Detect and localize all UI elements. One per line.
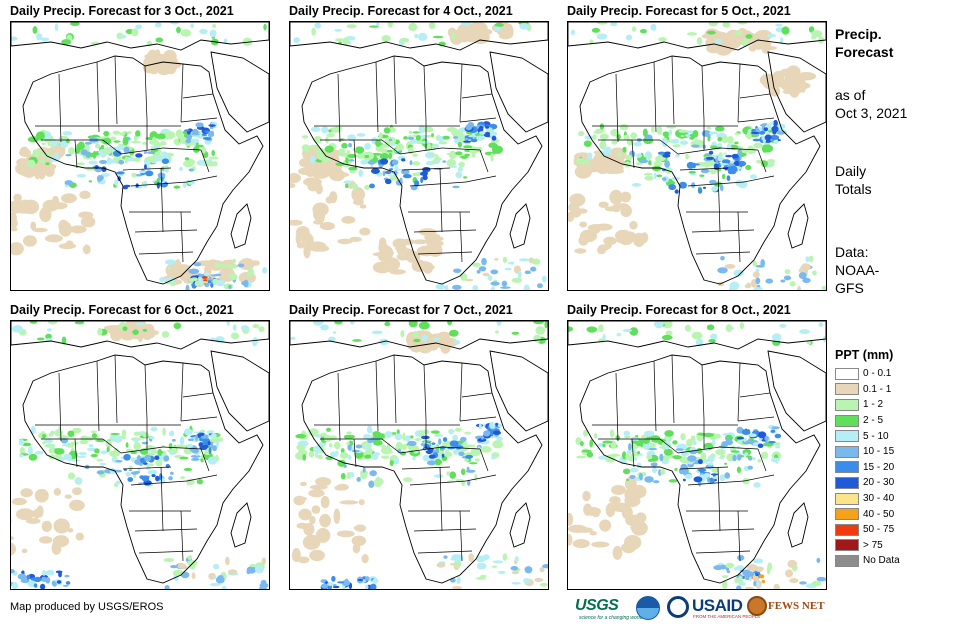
side-daily-line2: Totals [835, 181, 872, 197]
side-daily: Daily Totals [835, 162, 872, 198]
legend-label: 20 - 30 [863, 477, 895, 489]
side-data-line3: GFS [835, 280, 864, 296]
legend-swatch [835, 539, 859, 552]
legend-item: 20 - 30 [835, 475, 900, 491]
legend-item: 30 - 40 [835, 491, 900, 507]
legend-swatch [835, 398, 859, 411]
side-daily-line1: Daily [835, 163, 867, 179]
legend-item: 0 - 0.1 [835, 366, 900, 382]
legend: 0 - 0.1 0.1 - 1 1 - 2 2 - 5 5 - 10 10 - … [835, 366, 900, 569]
legend-title: PPT (mm) [835, 348, 894, 362]
panel-title: Daily Precip. Forecast for 8 Oct., 2021 [567, 303, 791, 317]
legend-swatch [835, 476, 859, 489]
fews-net-globe-icon [747, 596, 767, 616]
side-data-line1: Data: [835, 244, 869, 260]
side-data-source: Data: NOAA- GFS [835, 243, 879, 297]
legend-item: > 75 [835, 538, 900, 554]
side-asof-line2: Oct 3, 2021 [835, 105, 908, 121]
precip-map-oct3 [10, 21, 270, 291]
usgs-tagline: science for a changing world [579, 615, 643, 621]
legend-label: 50 - 75 [863, 524, 895, 536]
side-title: Precip. Forecast [835, 25, 893, 61]
precip-map-oct7 [289, 320, 549, 590]
legend-swatch [835, 492, 859, 505]
precip-map-oct6 [10, 320, 270, 590]
panel-title: Daily Precip. Forecast for 3 Oct., 2021 [10, 4, 234, 18]
side-title-line1: Precip. [835, 26, 882, 42]
partner-logos: USGS science for a changing world USAID … [575, 594, 825, 621]
usaid-tagline: FROM THE AMERICAN PEOPLE [693, 614, 761, 619]
legend-item: 1 - 2 [835, 397, 900, 413]
precip-map-oct4 [289, 21, 549, 291]
legend-label: 30 - 40 [863, 493, 895, 505]
legend-item: 5 - 10 [835, 428, 900, 444]
legend-item: 15 - 20 [835, 460, 900, 476]
legend-label: 15 - 20 [863, 461, 895, 473]
precip-map-oct8 [567, 320, 827, 590]
legend-label: 10 - 15 [863, 446, 895, 458]
precip-map-oct5 [567, 21, 827, 291]
legend-swatch [835, 461, 859, 474]
legend-item: 40 - 50 [835, 506, 900, 522]
legend-label: 0 - 0.1 [863, 368, 892, 380]
panel-title: Daily Precip. Forecast for 4 Oct., 2021 [289, 4, 513, 18]
legend-swatch [835, 430, 859, 443]
legend-item: 10 - 15 [835, 444, 900, 460]
legend-label: 2 - 5 [863, 415, 884, 427]
side-asof-line1: as of [835, 87, 866, 103]
legend-item: 2 - 5 [835, 413, 900, 429]
legend-swatch [835, 414, 859, 427]
legend-swatch [835, 383, 859, 396]
legend-label: No Data [863, 555, 900, 567]
fews-net-logo: FEWS NET [768, 600, 825, 612]
panel-title: Daily Precip. Forecast for 7 Oct., 2021 [289, 303, 513, 317]
side-data-line2: NOAA- [835, 262, 880, 278]
legend-swatch [835, 523, 859, 536]
legend-swatch [835, 445, 859, 458]
legend-item: 0.1 - 1 [835, 382, 900, 398]
legend-swatch [835, 554, 859, 567]
usaid-seal-icon [667, 596, 689, 618]
legend-item: 50 - 75 [835, 522, 900, 538]
legend-item: No Data [835, 553, 900, 569]
usaid-logo: USAID [692, 596, 743, 615]
legend-label: > 75 [863, 539, 883, 551]
legend-label: 5 - 10 [863, 430, 889, 442]
side-asof: as of Oct 3, 2021 [835, 86, 907, 122]
usgs-logo: USGS [575, 597, 619, 614]
noaa-logo-icon [636, 596, 660, 620]
panel-title: Daily Precip. Forecast for 6 Oct., 2021 [10, 303, 234, 317]
legend-label: 0.1 - 1 [863, 383, 892, 395]
legend-label: 40 - 50 [863, 508, 895, 520]
side-title-line2: Forecast [835, 44, 894, 60]
legend-label: 1 - 2 [863, 399, 884, 411]
map-credit: Map produced by USGS/EROS [10, 601, 164, 613]
legend-swatch [835, 367, 859, 380]
panel-title: Daily Precip. Forecast for 5 Oct., 2021 [567, 4, 791, 18]
legend-swatch [835, 508, 859, 521]
